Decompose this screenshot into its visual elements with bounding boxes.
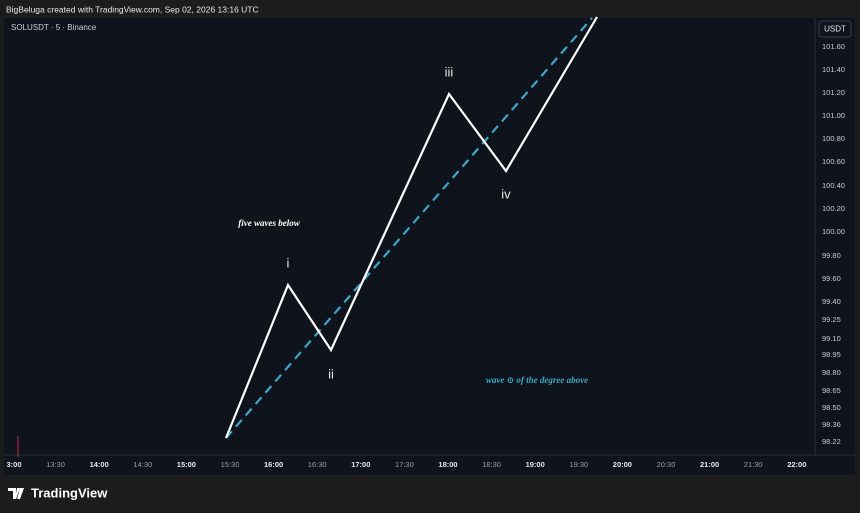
time-label: 20:00 xyxy=(613,460,632,469)
price-label: 100.60 xyxy=(822,157,845,166)
wave-label: i xyxy=(287,255,290,270)
wave-label: iii xyxy=(445,64,454,79)
time-label: 16:00 xyxy=(264,460,283,469)
time-label: 18:30 xyxy=(482,460,501,469)
price-label: 100.20 xyxy=(822,204,845,213)
time-label: 16:30 xyxy=(308,460,327,469)
time-label: 15:30 xyxy=(221,460,240,469)
time-label: 3:00 xyxy=(6,460,21,469)
price-label: 98.80 xyxy=(822,368,841,377)
wave-label: ii xyxy=(328,366,334,381)
time-label: 19:30 xyxy=(569,460,588,469)
currency-box xyxy=(818,20,852,38)
wave-path xyxy=(224,16,598,439)
price-label: 100.40 xyxy=(822,181,845,190)
logo: TradingView xyxy=(8,485,108,500)
price-label: 98.95 xyxy=(822,350,841,359)
time-label: 17:30 xyxy=(395,460,414,469)
time-label: 13:30 xyxy=(46,460,65,469)
time-label: 15:00 xyxy=(177,460,196,469)
time-label: 18:00 xyxy=(438,460,457,469)
price-label: 101.00 xyxy=(822,111,845,120)
price-label: 99.10 xyxy=(822,334,841,343)
time-label: 20:30 xyxy=(657,460,676,469)
price-label: 99.60 xyxy=(822,274,841,283)
price-label: 98.50 xyxy=(822,403,841,412)
time-label: 21:00 xyxy=(700,460,719,469)
time-label: 17:00 xyxy=(351,460,370,469)
trend-line xyxy=(225,17,593,439)
price-label: 98.22 xyxy=(822,437,841,446)
time-label: 14:00 xyxy=(90,460,109,469)
logo-text: TradingView xyxy=(31,485,108,500)
price-label: 99.25 xyxy=(822,315,841,324)
header-text: BigBeluga created with TradingView.com, … xyxy=(6,4,259,14)
time-label: 22:00 xyxy=(787,460,806,469)
price-label: 98.65 xyxy=(822,386,841,395)
annotation: wave ⊙ of the degree above xyxy=(486,375,588,385)
annotation: five waves below xyxy=(238,218,300,228)
time-label: 21:30 xyxy=(744,460,763,469)
price-label: 100.00 xyxy=(822,227,845,236)
wave-label: iv xyxy=(501,186,511,201)
currency: USDT xyxy=(824,25,846,34)
chart-panel xyxy=(4,18,855,475)
logo-icon xyxy=(8,488,24,499)
price-label: 98.36 xyxy=(822,420,841,429)
time-label: 14:30 xyxy=(133,460,152,469)
time-label: 19:00 xyxy=(526,460,545,469)
price-label: 100.80 xyxy=(822,134,845,143)
price-label: 101.40 xyxy=(822,65,845,74)
price-label: 101.20 xyxy=(822,88,845,97)
price-label: 101.60 xyxy=(822,42,845,51)
price-label: 99.80 xyxy=(822,251,841,260)
symbol: SOLUSDT · 5 · Binance xyxy=(11,23,97,32)
price-label: 99.40 xyxy=(822,297,841,306)
